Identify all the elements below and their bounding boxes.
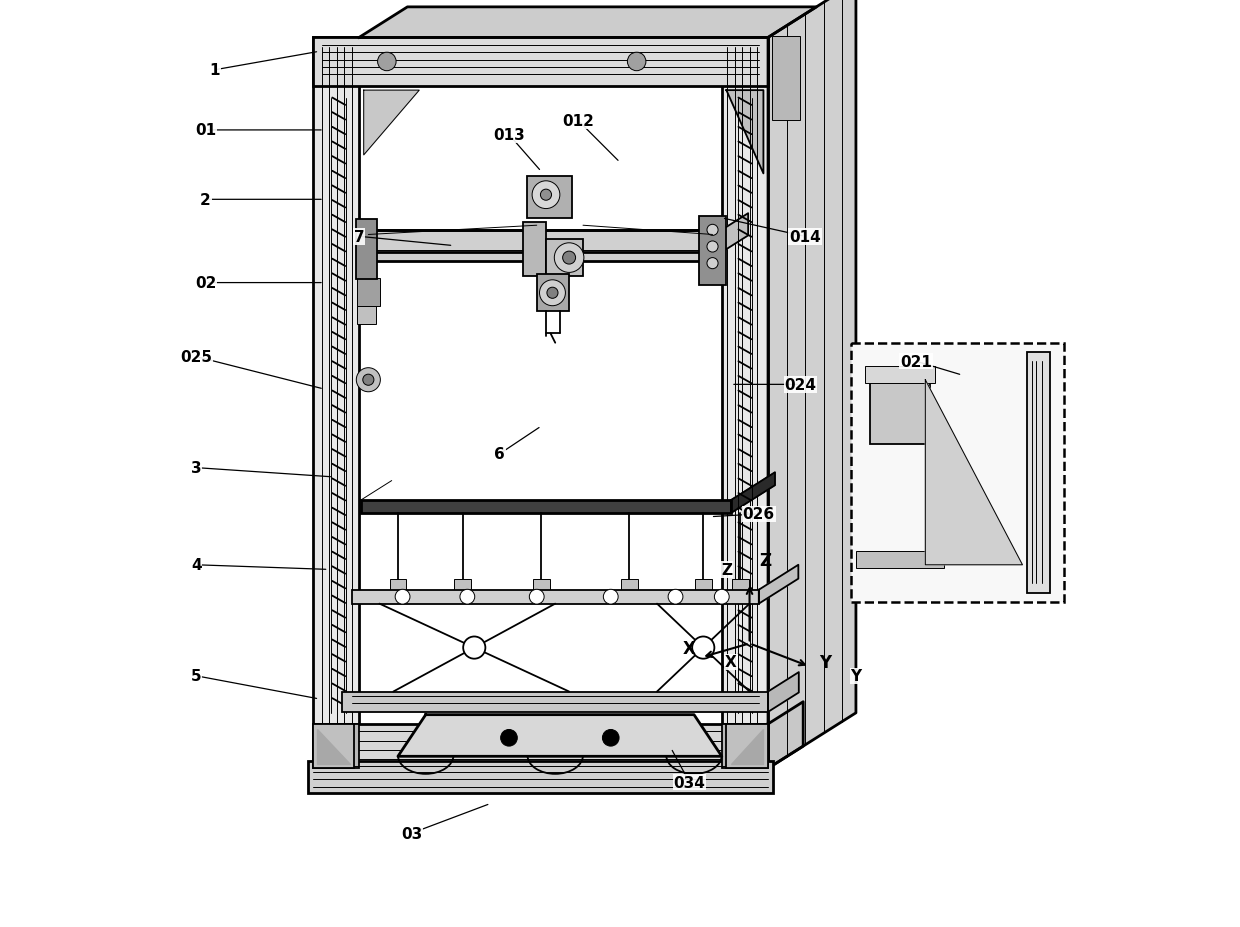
Bar xyxy=(527,177,572,219)
Bar xyxy=(389,579,407,598)
Bar xyxy=(312,38,360,768)
Circle shape xyxy=(464,637,485,659)
Polygon shape xyxy=(398,715,722,756)
Bar xyxy=(361,501,732,514)
Circle shape xyxy=(603,730,619,746)
Bar xyxy=(454,579,471,598)
Bar xyxy=(357,307,376,324)
Text: 4: 4 xyxy=(191,558,202,573)
Bar xyxy=(533,579,549,598)
Bar xyxy=(309,761,773,794)
Polygon shape xyxy=(732,473,775,514)
Polygon shape xyxy=(759,565,799,604)
Text: X: X xyxy=(725,654,737,669)
Bar xyxy=(342,692,768,712)
Text: 025: 025 xyxy=(180,349,212,364)
Bar xyxy=(357,279,381,307)
Circle shape xyxy=(554,244,584,273)
Bar xyxy=(360,231,722,262)
Bar xyxy=(356,220,377,280)
Text: Y: Y xyxy=(818,653,831,671)
Circle shape xyxy=(714,590,729,604)
Circle shape xyxy=(539,281,565,307)
Text: 7: 7 xyxy=(353,230,365,245)
Bar xyxy=(523,223,546,277)
Text: 013: 013 xyxy=(494,128,525,143)
Bar xyxy=(698,217,727,286)
Circle shape xyxy=(707,242,718,253)
Text: 01: 01 xyxy=(195,123,216,138)
Bar xyxy=(312,38,768,86)
Circle shape xyxy=(604,590,619,604)
Circle shape xyxy=(547,288,558,299)
Text: 012: 012 xyxy=(563,114,594,129)
Bar xyxy=(694,579,712,598)
Bar xyxy=(312,724,768,768)
Bar xyxy=(732,579,749,598)
Polygon shape xyxy=(768,0,856,768)
Bar xyxy=(312,724,360,768)
Text: Z: Z xyxy=(720,563,732,578)
Bar xyxy=(869,375,930,445)
Text: X: X xyxy=(683,639,696,657)
Polygon shape xyxy=(925,380,1023,565)
Circle shape xyxy=(501,730,517,746)
Text: 03: 03 xyxy=(402,826,423,841)
Text: Z: Z xyxy=(759,552,771,569)
Circle shape xyxy=(668,590,683,604)
Polygon shape xyxy=(732,729,764,764)
Polygon shape xyxy=(768,702,804,768)
Bar xyxy=(1027,352,1050,593)
Polygon shape xyxy=(722,214,748,253)
Circle shape xyxy=(532,182,560,210)
Bar xyxy=(312,724,355,768)
Bar xyxy=(537,275,569,311)
Text: 02: 02 xyxy=(195,276,216,291)
Bar xyxy=(727,724,768,768)
Polygon shape xyxy=(317,729,350,764)
Bar xyxy=(722,38,768,768)
Bar xyxy=(852,343,1064,603)
Polygon shape xyxy=(360,7,816,38)
Text: 1: 1 xyxy=(210,63,219,78)
Polygon shape xyxy=(768,672,799,712)
Bar xyxy=(866,366,935,383)
Polygon shape xyxy=(363,91,419,156)
Text: 034: 034 xyxy=(673,775,706,790)
Circle shape xyxy=(563,252,575,265)
Text: 2: 2 xyxy=(200,193,211,208)
Bar xyxy=(621,579,637,598)
Circle shape xyxy=(707,259,718,270)
Circle shape xyxy=(529,590,544,604)
Bar xyxy=(546,240,583,277)
Circle shape xyxy=(460,590,475,604)
Bar xyxy=(722,724,768,768)
Text: 024: 024 xyxy=(785,377,816,392)
Bar xyxy=(773,37,800,121)
Circle shape xyxy=(707,225,718,236)
Circle shape xyxy=(627,53,646,71)
Text: 014: 014 xyxy=(789,230,821,245)
Circle shape xyxy=(356,368,381,392)
Circle shape xyxy=(363,375,374,386)
Text: 3: 3 xyxy=(191,461,202,476)
Text: 6: 6 xyxy=(495,447,505,462)
Circle shape xyxy=(378,53,396,71)
Text: 021: 021 xyxy=(900,354,932,369)
Bar xyxy=(856,552,944,568)
Circle shape xyxy=(692,637,714,659)
Circle shape xyxy=(541,190,552,201)
Text: Y: Y xyxy=(851,668,862,683)
Bar xyxy=(352,590,759,604)
Text: 026: 026 xyxy=(743,507,775,522)
Text: 5: 5 xyxy=(191,668,202,683)
Polygon shape xyxy=(727,91,764,174)
Circle shape xyxy=(396,590,410,604)
